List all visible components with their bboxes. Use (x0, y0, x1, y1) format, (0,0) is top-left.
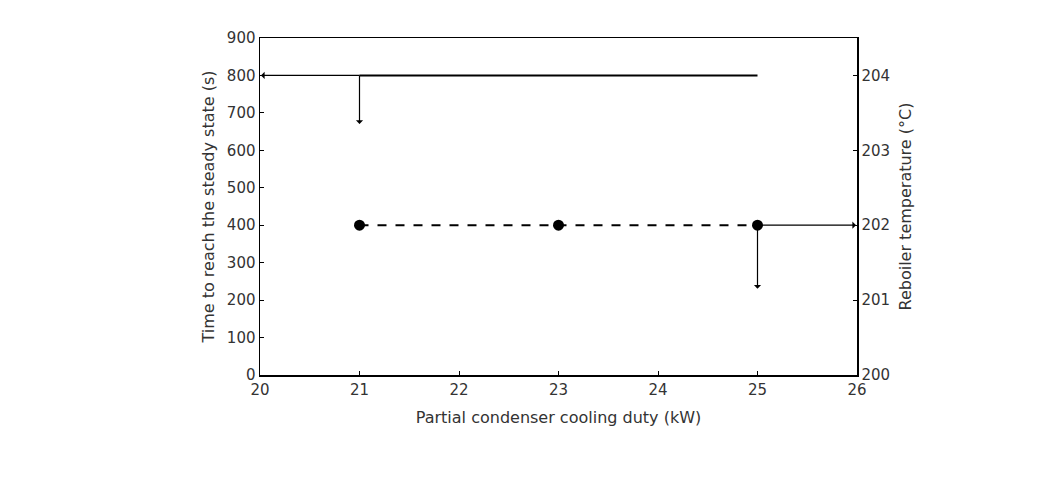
svg-text:Partial condenser cooling duty: Partial condenser cooling duty (kW) (416, 408, 701, 427)
svg-text:600: 600 (227, 142, 256, 160)
svg-text:204: 204 (862, 67, 891, 85)
svg-text:21: 21 (350, 381, 369, 399)
svg-text:300: 300 (227, 254, 256, 272)
svg-text:202: 202 (862, 216, 891, 234)
svg-text:900: 900 (227, 29, 256, 47)
svg-text:Reboiler temperature (°C): Reboiler temperature (°C) (896, 103, 915, 311)
svg-text:26: 26 (847, 381, 866, 399)
svg-text:0: 0 (246, 366, 256, 384)
svg-text:400: 400 (227, 216, 256, 234)
svg-text:500: 500 (227, 179, 256, 197)
svg-text:25: 25 (748, 381, 767, 399)
svg-text:24: 24 (648, 381, 667, 399)
svg-text:203: 203 (862, 142, 891, 160)
svg-text:200: 200 (862, 366, 891, 384)
svg-text:22: 22 (449, 381, 468, 399)
svg-text:800: 800 (227, 67, 256, 85)
svg-text:100: 100 (227, 329, 256, 347)
svg-text:200: 200 (227, 291, 256, 309)
svg-text:201: 201 (862, 291, 891, 309)
svg-text:20: 20 (250, 381, 269, 399)
svg-text:23: 23 (549, 381, 568, 399)
svg-text:700: 700 (227, 104, 256, 122)
svg-text:Time to reach the steady state: Time to reach the steady state (s) (199, 70, 218, 343)
